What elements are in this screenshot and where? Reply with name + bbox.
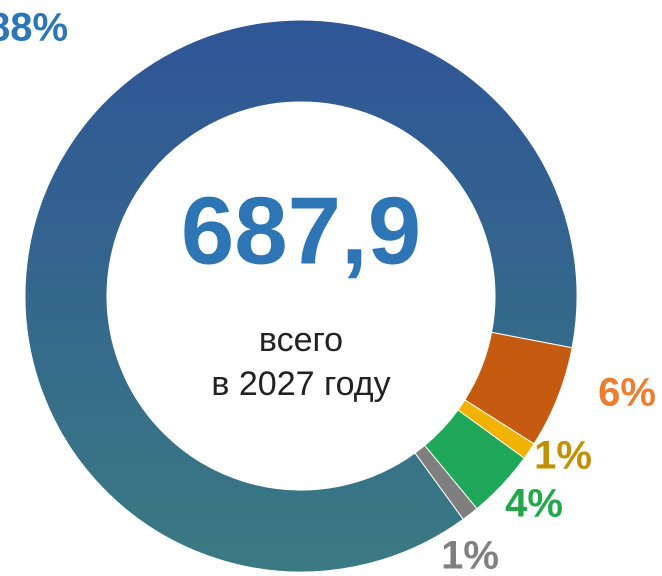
value-label: 88% — [0, 6, 68, 50]
donut-segment — [414, 444, 478, 520]
donut-segment — [24, 19, 578, 573]
center-text: в 2027 году — [211, 365, 390, 403]
center-value: 687,9 — [181, 177, 421, 284]
center-text: всего — [259, 321, 343, 359]
value-label: 4% — [505, 482, 563, 526]
value-label: 1% — [441, 534, 499, 576]
donut-ring — [24, 19, 578, 573]
value-label: 1% — [534, 434, 592, 478]
value-label: 6% — [598, 371, 656, 415]
